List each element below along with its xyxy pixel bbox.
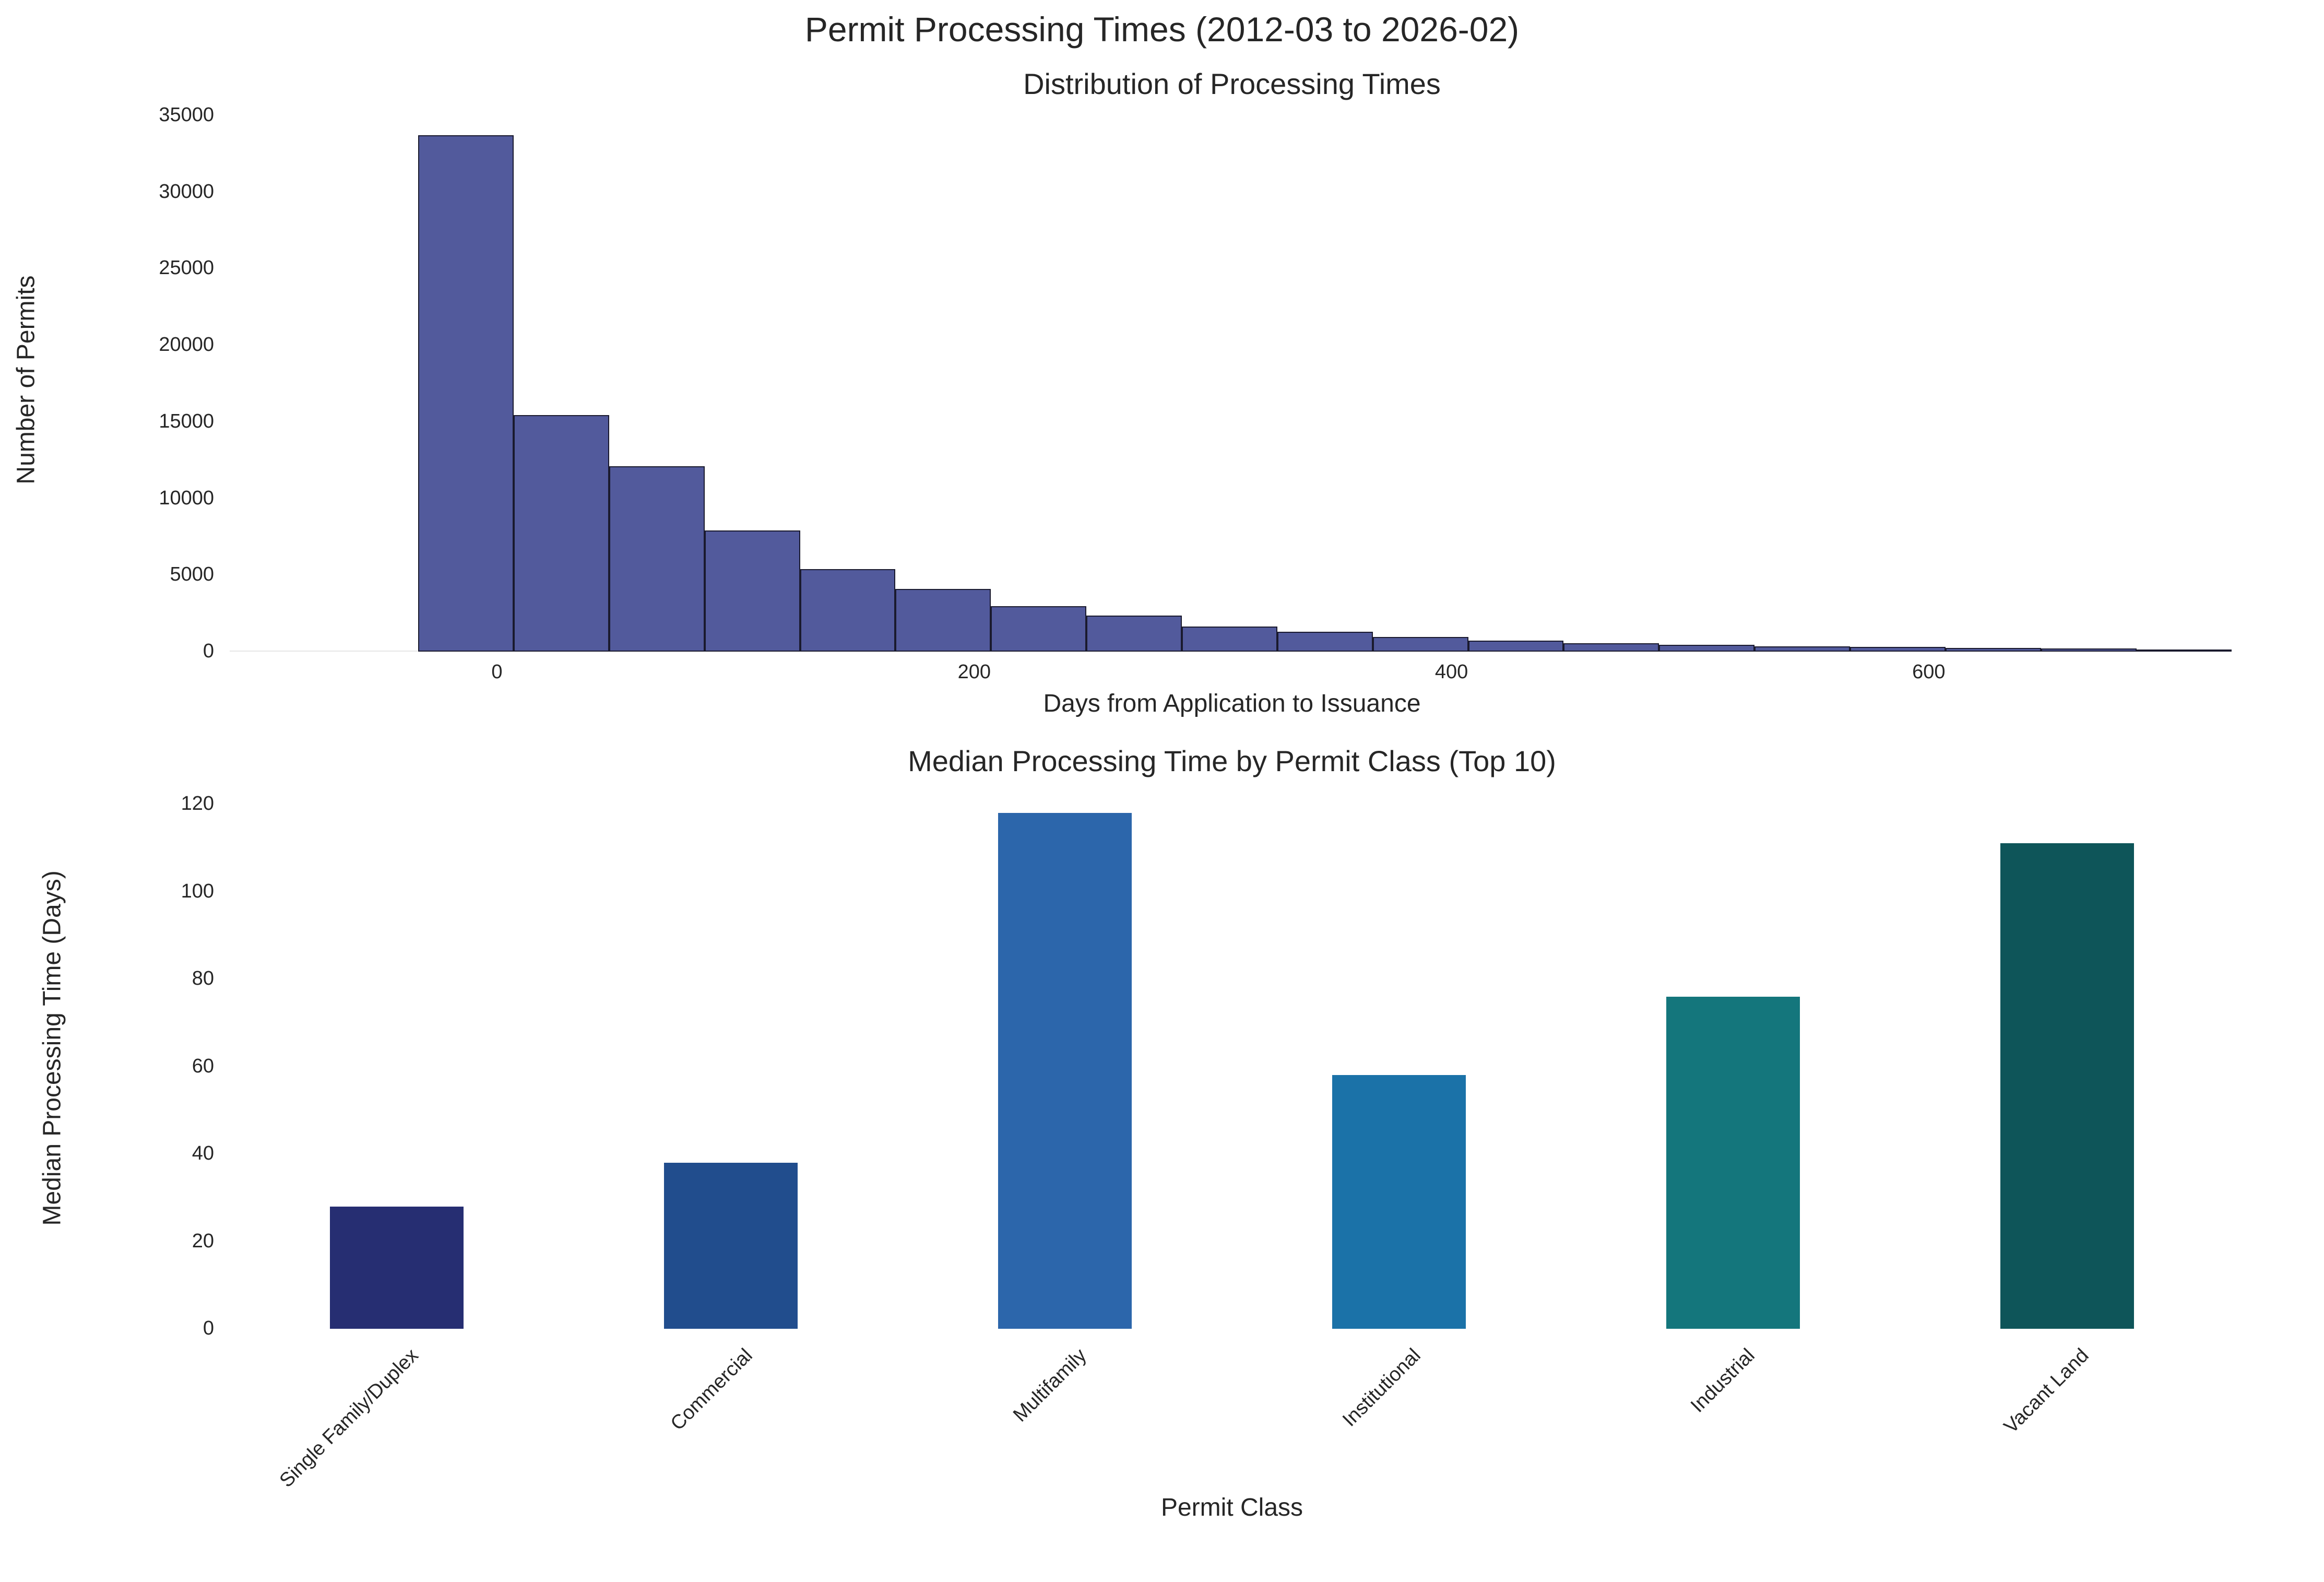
histogram-bin bbox=[991, 606, 1087, 652]
y-tick-label: 15000 bbox=[159, 410, 214, 432]
bar-multifamily bbox=[998, 812, 1132, 1329]
bar-chart-x-axis-label: Permit Class bbox=[1160, 1494, 1303, 1521]
x-tick-label: 400 bbox=[1434, 661, 1468, 683]
y-tick-label: 20 bbox=[192, 1230, 214, 1252]
y-tick-label: 10000 bbox=[159, 487, 214, 509]
bar-commercial bbox=[664, 1162, 798, 1329]
bar-chart-plot-area bbox=[230, 804, 2234, 1329]
y-tick-label: 25000 bbox=[159, 257, 214, 279]
histogram-bin bbox=[1372, 637, 1468, 652]
y-tick-label: 80 bbox=[192, 967, 214, 989]
histogram-y-axis-label: Number of Permits bbox=[12, 275, 40, 485]
y-tick-label: 0 bbox=[203, 640, 214, 662]
y-tick-label: 30000 bbox=[159, 180, 214, 203]
y-tick-label: 20000 bbox=[159, 334, 214, 356]
y-tick-label: 35000 bbox=[159, 104, 214, 126]
y-tick-label: 0 bbox=[203, 1317, 214, 1339]
bar-industrial bbox=[1666, 996, 1800, 1329]
x-tick-label: Single Family/Duplex bbox=[275, 1344, 423, 1492]
histogram-bin bbox=[1754, 646, 1850, 652]
y-tick-label: 60 bbox=[192, 1055, 214, 1077]
histogram-bin bbox=[514, 415, 609, 652]
y-tick-label: 40 bbox=[192, 1142, 214, 1164]
histogram-bin bbox=[1277, 631, 1373, 652]
histogram-bin bbox=[2041, 648, 2137, 652]
histogram-bin bbox=[418, 135, 514, 652]
y-tick-label: 100 bbox=[181, 880, 214, 902]
histogram-bin bbox=[1182, 626, 1277, 652]
x-tick-label: 200 bbox=[957, 661, 991, 683]
histogram-bin bbox=[1086, 616, 1182, 652]
x-tick-label: Vacant Land bbox=[2000, 1344, 2093, 1438]
y-tick-label: 120 bbox=[181, 793, 214, 814]
y-tick-label: 5000 bbox=[170, 563, 214, 586]
histogram-bin bbox=[800, 569, 896, 652]
bar-chart-y-axis-label: Median Processing Time (Days) bbox=[38, 870, 66, 1226]
histogram-bin bbox=[1468, 641, 1564, 652]
bar-vacant-land bbox=[2000, 843, 2134, 1329]
histogram-title: Distribution of Processing Times bbox=[1023, 67, 1441, 100]
x-tick-label: 0 bbox=[491, 661, 503, 683]
histogram-bin bbox=[704, 530, 800, 652]
histogram-bin bbox=[1563, 643, 1659, 652]
histogram-bin bbox=[2136, 649, 2232, 652]
histogram-bin bbox=[609, 466, 705, 652]
histogram-bin bbox=[1659, 644, 1755, 652]
bar-single-family-duplex bbox=[330, 1206, 464, 1329]
histogram-x-axis-label: Days from Application to Issuance bbox=[1043, 690, 1421, 717]
bar-institutional bbox=[1332, 1075, 1466, 1329]
histogram-bin bbox=[895, 588, 991, 652]
histogram-bin bbox=[1945, 647, 2041, 652]
x-tick-label: Industrial bbox=[1686, 1344, 1759, 1417]
histogram-plot-area bbox=[230, 115, 2234, 652]
x-tick-label: Commercial bbox=[666, 1344, 757, 1435]
bar-chart-title: Median Processing Time by Permit Class (… bbox=[908, 745, 1556, 777]
histogram-baseline bbox=[230, 651, 418, 652]
x-tick-label: 600 bbox=[1912, 661, 1946, 683]
x-tick-label: Multifamily bbox=[1009, 1344, 1091, 1426]
histogram-bin bbox=[1850, 647, 1946, 652]
figure-title: Permit Processing Times (2012-03 to 2026… bbox=[804, 10, 1520, 49]
x-tick-label: Institutional bbox=[1338, 1344, 1425, 1431]
